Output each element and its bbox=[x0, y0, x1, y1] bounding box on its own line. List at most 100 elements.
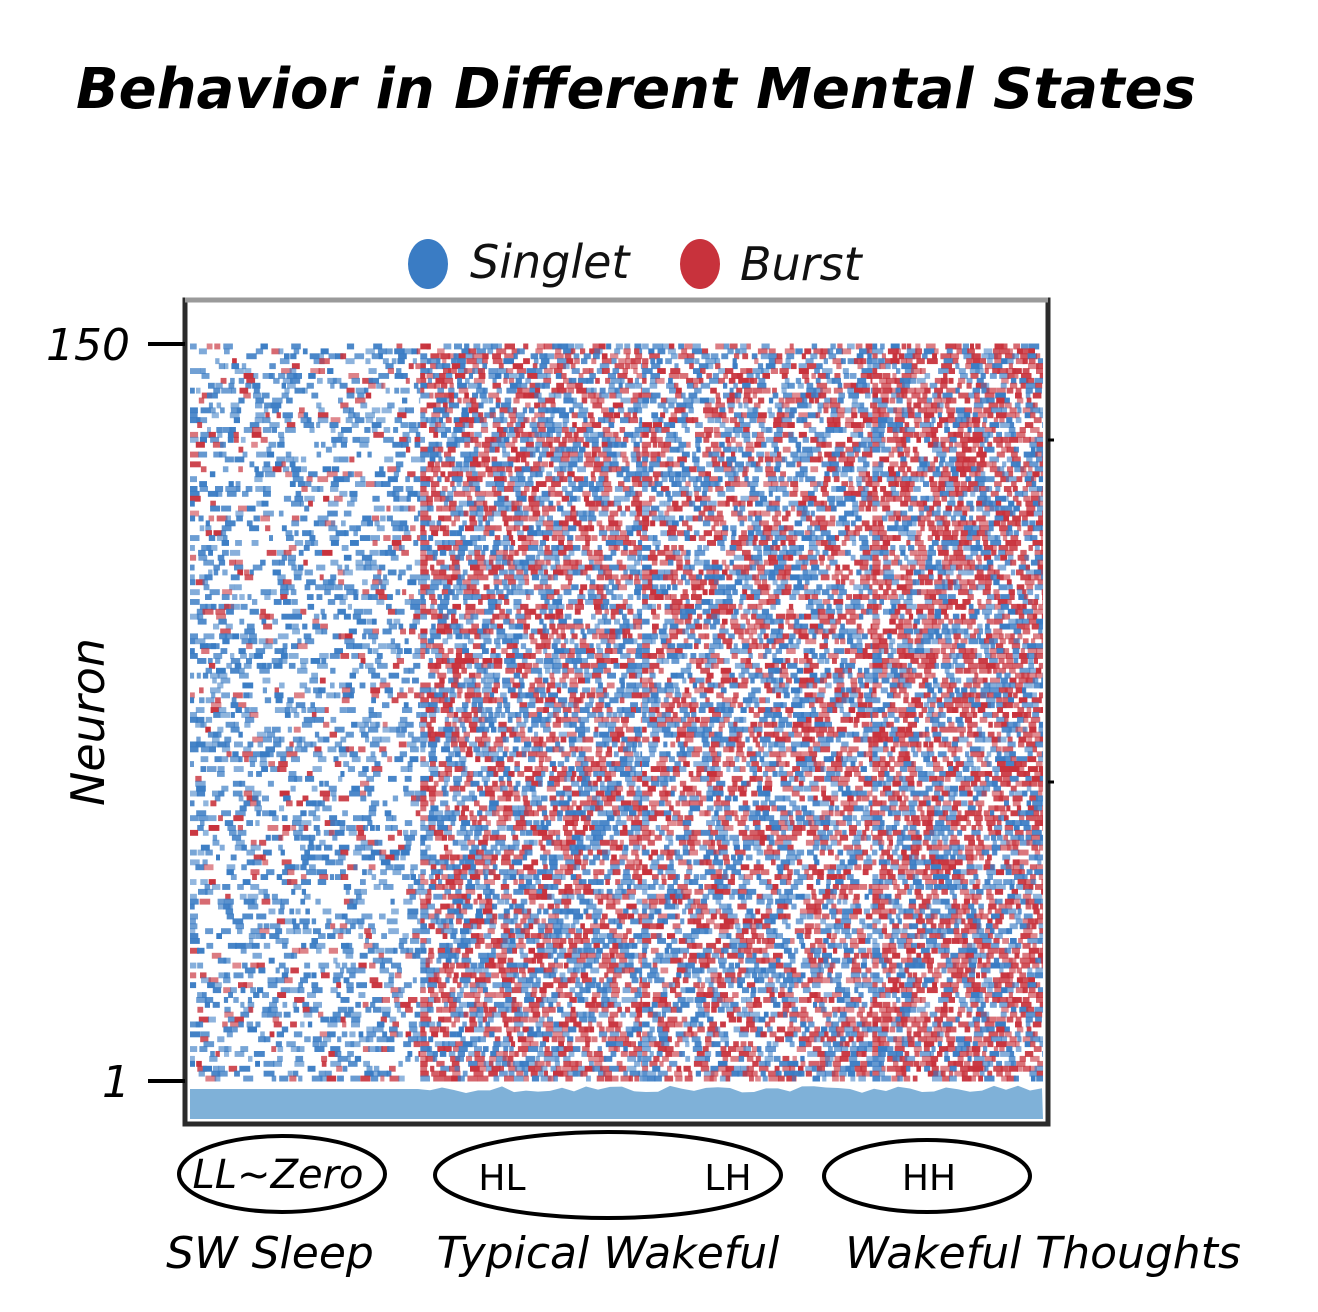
singlet-spike bbox=[351, 653, 359, 659]
burst-spike bbox=[550, 506, 556, 512]
burst-spike bbox=[358, 746, 365, 752]
burst-spike bbox=[335, 761, 342, 767]
singlet-spike bbox=[300, 864, 306, 870]
singlet-spike bbox=[507, 948, 513, 954]
legend-marker-burst bbox=[680, 239, 720, 289]
burst-spike bbox=[341, 874, 349, 880]
singlet-spike bbox=[310, 427, 315, 433]
singlet-spike bbox=[420, 746, 425, 752]
singlet-spike bbox=[302, 722, 312, 728]
singlet-spike bbox=[255, 403, 262, 409]
burst-spike bbox=[294, 692, 305, 698]
singlet-spike bbox=[239, 619, 244, 625]
singlet-spike bbox=[371, 1076, 378, 1082]
burst-spike bbox=[387, 756, 392, 762]
singlet-spike bbox=[314, 717, 324, 723]
singlet-spike bbox=[402, 398, 407, 404]
burst-spike bbox=[338, 933, 344, 939]
singlet-spike bbox=[577, 466, 586, 472]
singlet-spike bbox=[330, 668, 335, 674]
singlet-spike bbox=[196, 707, 205, 713]
singlet-spike bbox=[197, 825, 204, 831]
singlet-spike bbox=[223, 466, 229, 472]
singlet-spike bbox=[202, 373, 210, 379]
burst-spike bbox=[612, 771, 616, 777]
burst-spike bbox=[209, 825, 220, 831]
singlet-spike bbox=[515, 624, 523, 630]
singlet-spike bbox=[489, 530, 494, 536]
singlet-spike bbox=[344, 614, 351, 620]
burst-spike bbox=[349, 457, 354, 463]
singlet-spike bbox=[294, 928, 302, 934]
singlet-spike bbox=[362, 633, 366, 639]
singlet-spike bbox=[337, 1076, 344, 1082]
singlet-spike bbox=[387, 1036, 395, 1042]
burst-spike bbox=[401, 550, 409, 556]
singlet-spike bbox=[317, 452, 322, 458]
burst-spike bbox=[322, 1061, 327, 1067]
singlet-spike bbox=[284, 496, 291, 502]
burst-spike bbox=[342, 1022, 346, 1028]
singlet-spike bbox=[376, 825, 381, 831]
singlet-spike bbox=[333, 614, 339, 620]
burst-spike bbox=[609, 393, 616, 399]
singlet-spike bbox=[307, 594, 314, 600]
singlet-spike bbox=[401, 422, 409, 428]
singlet-spike bbox=[397, 1007, 401, 1013]
burst-spike bbox=[301, 486, 307, 492]
singlet-spike bbox=[324, 845, 332, 851]
singlet-spike bbox=[339, 751, 347, 757]
burst-spike bbox=[263, 624, 272, 630]
singlet-spike bbox=[286, 398, 293, 404]
singlet-spike bbox=[190, 476, 197, 482]
singlet-spike bbox=[190, 516, 195, 522]
singlet-spike bbox=[249, 525, 259, 531]
singlet-spike bbox=[330, 486, 338, 492]
singlet-spike bbox=[344, 476, 350, 482]
singlet-spike bbox=[386, 348, 393, 354]
singlet-spike bbox=[553, 948, 557, 954]
burst-spike bbox=[464, 442, 470, 448]
singlet-spike bbox=[412, 678, 419, 684]
singlet-spike bbox=[527, 702, 535, 708]
singlet-spike bbox=[562, 683, 567, 689]
singlet-spike bbox=[297, 1046, 305, 1052]
burst-spike bbox=[598, 899, 604, 905]
singlet-spike bbox=[370, 825, 375, 831]
singlet-spike bbox=[268, 982, 278, 988]
singlet-spike bbox=[377, 663, 388, 669]
burst-spike bbox=[304, 825, 309, 831]
singlet-spike bbox=[570, 638, 575, 644]
burst-spike bbox=[529, 899, 535, 905]
singlet-spike bbox=[370, 742, 380, 748]
burst-spike bbox=[613, 869, 621, 875]
singlet-spike bbox=[372, 619, 377, 625]
singlet-spike bbox=[261, 874, 269, 880]
singlet-spike bbox=[543, 909, 548, 915]
singlet-spike bbox=[461, 845, 469, 851]
singlet-spike bbox=[523, 855, 527, 861]
burst-spike bbox=[620, 830, 628, 836]
singlet-spike bbox=[541, 796, 548, 802]
burst-spike bbox=[492, 963, 500, 969]
singlet-spike bbox=[394, 388, 399, 394]
singlet-spike bbox=[521, 643, 526, 649]
singlet-spike bbox=[375, 840, 383, 846]
singlet-spike bbox=[314, 1046, 324, 1052]
singlet-spike bbox=[522, 751, 526, 757]
burst-spike bbox=[286, 800, 293, 806]
singlet-spike bbox=[198, 619, 207, 625]
singlet-spike bbox=[252, 943, 260, 949]
singlet-spike bbox=[246, 820, 253, 826]
singlet-spike bbox=[238, 1022, 243, 1028]
singlet-spike bbox=[326, 447, 332, 453]
singlet-spike bbox=[248, 594, 252, 600]
singlet-spike bbox=[276, 968, 280, 974]
singlet-spike bbox=[415, 889, 420, 895]
burst-spike bbox=[251, 442, 258, 448]
singlet-spike bbox=[213, 840, 220, 846]
singlet-spike bbox=[190, 344, 197, 350]
singlet-spike bbox=[246, 353, 256, 359]
singlet-spike bbox=[327, 511, 338, 517]
singlet-spike bbox=[282, 869, 288, 875]
